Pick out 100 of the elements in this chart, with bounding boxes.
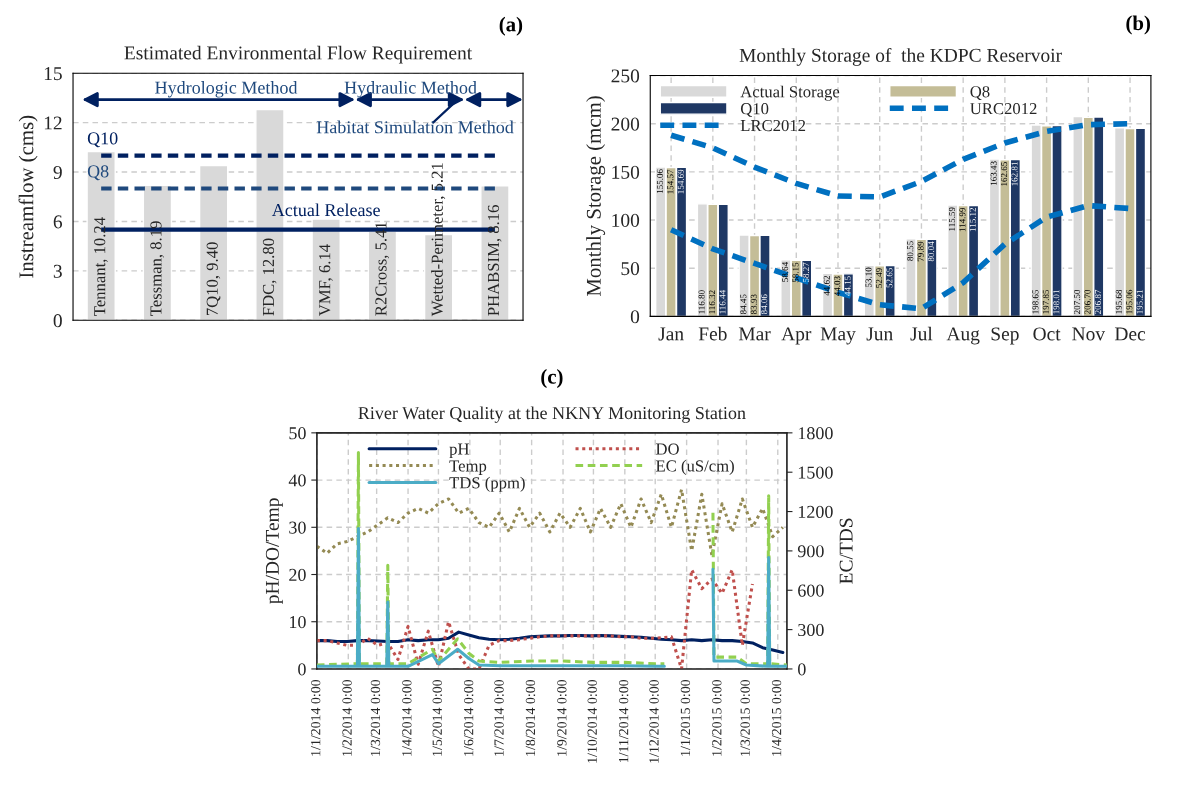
y-tick-label: 30 (289, 521, 306, 534)
y-tick-label: 50 (621, 262, 640, 276)
data-label: 52.49 (875, 268, 883, 288)
y-tick-label: 0 (630, 310, 640, 324)
annotation: Hydrologic Method (155, 81, 298, 98)
y2-tick-label: 600 (798, 584, 824, 597)
y-tick-label: 6 (53, 215, 63, 229)
legend-label: DO (655, 443, 679, 455)
y-tick-label: 200 (611, 117, 640, 131)
data-label: 154.69 (677, 169, 684, 194)
x-tick-label: Nov (1072, 327, 1106, 341)
ref-line-label: Actual Release (271, 203, 380, 217)
category-label: R2Cross, 5.41 (375, 222, 389, 316)
y-tick-label: 40 (288, 474, 306, 487)
category-label: FDC, 12.80 (262, 238, 277, 316)
data-label: 162.65 (1001, 162, 1008, 186)
annotation: Habitat Simulation Method (316, 120, 514, 134)
data-label: 207.50 (1074, 289, 1081, 314)
data-label: 197.85 (1042, 289, 1049, 314)
data-label: 58.64 (782, 262, 789, 282)
data-label: 116.80 (698, 290, 705, 314)
y-axis-title: Monthly Storage (mcm) (586, 96, 606, 297)
x-tick-label: 1/3/2014 0:00 (370, 679, 381, 756)
y-tick-label: 15 (44, 67, 62, 81)
y-tick-label: 50 (289, 427, 306, 440)
category-label: 7Q10, 9.40 (206, 242, 221, 316)
legend-label: LRC2012 (740, 119, 806, 132)
data-label: 44.15 (844, 276, 851, 296)
x-tick-label: Jan (658, 327, 684, 341)
data-label: 116.44 (719, 290, 726, 314)
bar (311, 218, 341, 321)
text: (b) (1126, 15, 1150, 35)
x-tick-label: 1/7/2014 0:00 (494, 679, 504, 756)
y2-tick-label: 900 (797, 545, 824, 558)
x-tick-label: 1/10/2014 0:00 (587, 679, 597, 763)
legend-label: Temp (449, 460, 487, 475)
data-label: 198.65 (1032, 289, 1039, 314)
x-tick-label: 1/1/2014 0:00 (310, 679, 321, 756)
legend-label: Q8 (970, 86, 990, 100)
bar (480, 185, 510, 321)
data-label: 84.45 (740, 294, 747, 315)
data-label: 84.06 (761, 294, 768, 315)
x-tick-label: 1/2/2015 0:00 (712, 679, 722, 756)
ref-line-label: Q10 (87, 132, 118, 148)
legend-label: pH (449, 443, 470, 459)
data-label: 162.81 (1011, 162, 1018, 186)
x-tick-label: May (820, 327, 856, 345)
x-tick-label: Oct (1033, 327, 1061, 341)
y2-tick-label: 300 (798, 623, 824, 637)
chart-title: Estimated Environmental Flow Requirement (124, 45, 473, 64)
x-tick-label: 1/2/2014 0:00 (342, 679, 352, 756)
text: (c) (541, 369, 563, 388)
legend-label: TDS (ppm) (449, 476, 525, 492)
y-tick-label: 0 (53, 314, 62, 328)
data-label: 114.99 (959, 207, 966, 232)
category-label: Wetted-Perimeter, 5.21 (431, 163, 446, 317)
x-tick-label: 1/1/2015 0:00 (680, 679, 691, 756)
legend-label: EC (uS/cm) (655, 459, 734, 475)
y2-axis-title: EC/TDS (839, 518, 853, 584)
category-label: PHABSIM, 8.16 (487, 205, 502, 316)
line-series (316, 568, 754, 669)
x-tick-label: Aug (946, 327, 980, 345)
y2-tick-label: 1500 (798, 466, 833, 479)
x-tick-label: 1/6/2014 0:00 (463, 679, 474, 756)
x-tick-label: Sep (991, 327, 1019, 345)
data-label: 155.06 (656, 169, 663, 194)
x-tick-label: 1/3/2015 0:00 (740, 679, 750, 756)
data-label: 53.10 (865, 267, 872, 288)
category-label: Tessman, 8.19 (150, 221, 164, 316)
data-label: 195.21 (1136, 290, 1143, 314)
y-tick-label: 100 (612, 213, 640, 227)
data-label: 198.01 (1053, 290, 1060, 314)
x-tick-label: 1/12/2014 0:00 (649, 679, 659, 763)
data-label: 206.87 (1094, 289, 1102, 314)
data-label: 163.43 (990, 161, 997, 185)
data-label: 83.93 (750, 294, 757, 315)
y-tick-label: 9 (53, 165, 62, 179)
x-tick-label: Feb (698, 326, 727, 341)
legend-label: URC2012 (970, 103, 1037, 115)
legend-label: Q10 (740, 103, 769, 117)
y2-tick-label: 1800 (798, 427, 833, 440)
data-label: 116.32 (709, 290, 716, 314)
data-label: 206.70 (1084, 289, 1091, 314)
y2-tick-label: 0 (798, 663, 806, 676)
data-label: 115.59 (948, 207, 956, 231)
x-tick-label: Mar (738, 327, 771, 341)
data-label: 58.27 (802, 262, 810, 283)
x-tick-label: Jul (910, 326, 933, 341)
chart-title: River Water Quality at the NKNY Monitoring Station (358, 406, 746, 423)
bar (86, 150, 116, 321)
data-label: 154.57 (667, 169, 674, 194)
data-label: 52.65 (886, 268, 893, 288)
data-label: 79.89 (917, 241, 924, 262)
y-tick-label: 12 (44, 116, 62, 130)
data-label: 195.06 (1126, 289, 1133, 314)
data-label: 195.68 (1115, 289, 1122, 314)
data-label: 80.04 (928, 241, 935, 262)
y-axis-title: Instreamflow (cms) (18, 115, 38, 278)
data-label: 115.12 (969, 207, 976, 232)
x-tick-label: 1/8/2014 0:00 (525, 679, 536, 756)
